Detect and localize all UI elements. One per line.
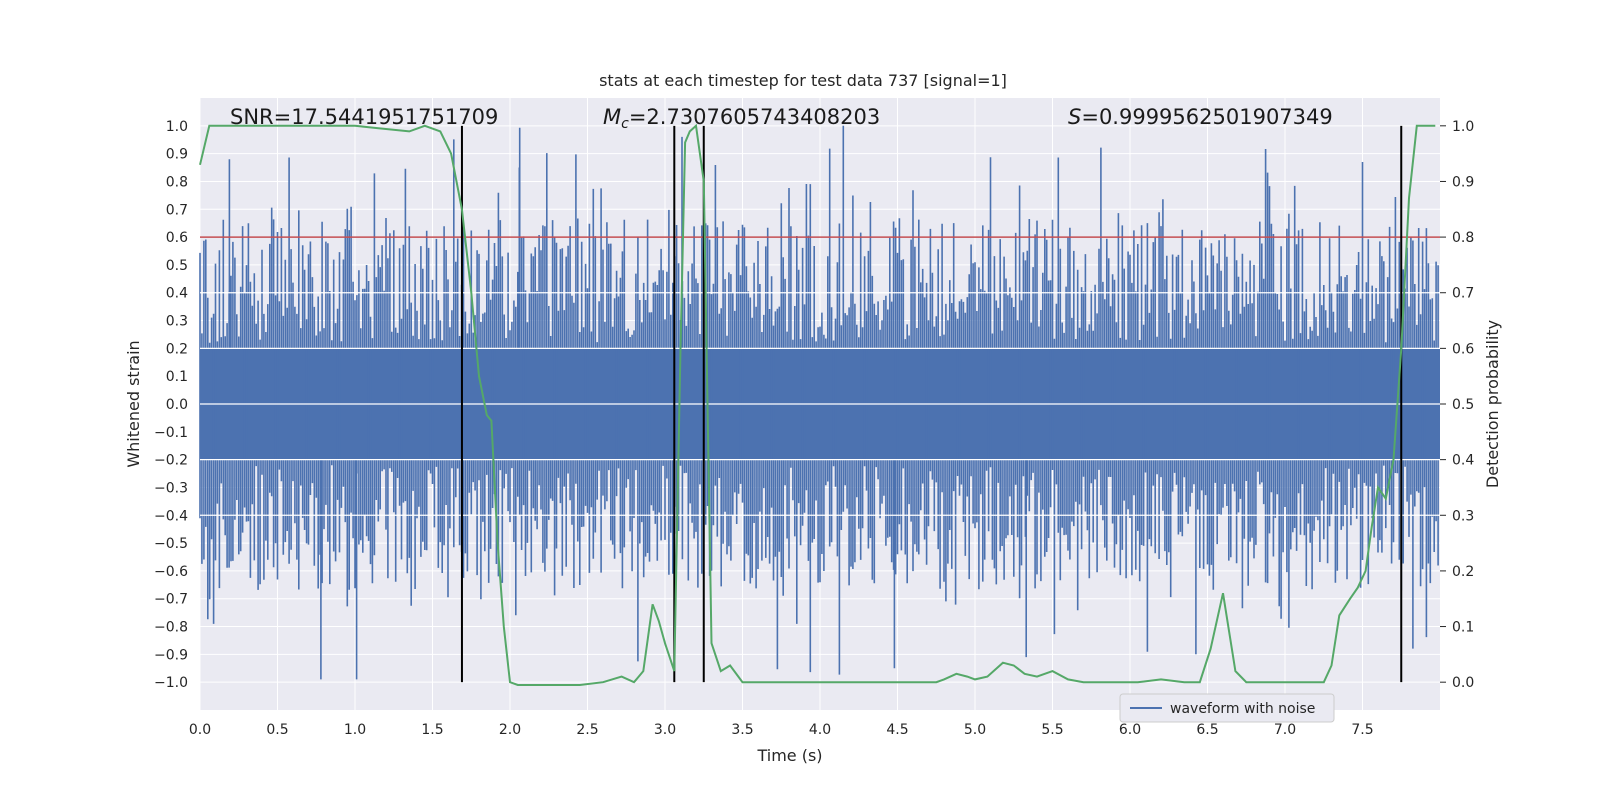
x-tick-label: 1.0 <box>344 722 366 738</box>
y2-tick-label: 0.7 <box>1452 286 1474 302</box>
x-tick-label: 0.5 <box>266 722 288 738</box>
x-axis-ticks: 0.0 0.5 1.0 1.5 2.0 2.5 3.0 3.5 4.0 4.5 5.0 5.5 6.0 6… <box>189 722 1374 738</box>
y-tick-label: −0.9 <box>154 647 188 663</box>
legend-label-waveform: waveform with noise <box>1170 701 1315 717</box>
x-tick-label: 4.0 <box>809 722 831 738</box>
y2-tick-label: 0.6 <box>1452 341 1474 357</box>
y-tick-label: −0.1 <box>154 425 188 441</box>
x-tick-label: 6.5 <box>1196 722 1218 738</box>
y2-tick-label: 0.3 <box>1452 508 1474 524</box>
y-tick-label: −0.2 <box>154 453 188 469</box>
chirp-mass-symbol: M <box>603 105 621 129</box>
x-tick-label: 5.0 <box>964 722 986 738</box>
x-tick-label: 0.0 <box>189 722 211 738</box>
chirp-mass-value: =2.7307605743408203 <box>629 105 880 129</box>
x-tick-label: 3.5 <box>731 722 753 738</box>
y-tick-label: −0.7 <box>154 592 188 608</box>
y2-axis-label: Detection probability <box>1483 320 1502 488</box>
y2-tick-label: 0.0 <box>1452 675 1474 691</box>
y-tick-label: 0.7 <box>166 202 188 218</box>
x-tick-label: 6.0 <box>1119 722 1141 738</box>
y-tick-label: −0.5 <box>154 536 188 552</box>
x-tick-label: 2.0 <box>499 722 521 738</box>
chirp-mass-subscript: c <box>621 116 629 132</box>
detection-score-annotation: S=0.9999562501907349 <box>1068 105 1333 129</box>
snr-annotation: SNR=17.5441951751709 <box>230 105 498 129</box>
score-value: =0.9999562501907349 <box>1081 105 1332 129</box>
y-tick-label: 0.0 <box>166 397 188 413</box>
y-tick-label: 0.8 <box>166 174 188 190</box>
y-tick-label: 0.5 <box>166 258 188 274</box>
y-axis-label: Whitened strain <box>124 340 143 467</box>
y-tick-label: −0.6 <box>154 564 188 580</box>
y-axis-ticks: 1.0 0.9 0.8 0.7 0.6 0.5 0.4 0.3 0.2 0.1 0.0 −0.1 −0.… <box>154 119 188 691</box>
score-symbol: S <box>1068 105 1081 129</box>
y2-tick-label: 0.2 <box>1452 564 1474 580</box>
y-tick-label: −1.0 <box>154 675 188 691</box>
y2-tick-label: 0.1 <box>1452 620 1474 636</box>
y-tick-label: 0.3 <box>166 314 188 330</box>
y2-tick-label: 0.4 <box>1452 453 1474 469</box>
waveform-series <box>199 125 1440 680</box>
y2-tick-label: 0.5 <box>1452 397 1474 413</box>
legend: waveform with noise <box>1119 693 1335 723</box>
y-tick-label: 0.1 <box>166 369 188 385</box>
x-tick-label: 3.0 <box>654 722 676 738</box>
y-tick-label: −0.3 <box>154 480 188 496</box>
y-tick-label: −0.4 <box>154 508 188 524</box>
x-tick-label: 7.0 <box>1274 722 1296 738</box>
y-tick-label: 0.9 <box>166 147 188 163</box>
chirp-mass-annotation: Mc=2.7307605743408203 <box>603 105 880 132</box>
detection-probability-line <box>199 123 1436 686</box>
y-tick-label: −0.8 <box>154 620 188 636</box>
y-tick-label: 0.2 <box>166 341 188 357</box>
x-tick-label: 2.5 <box>576 722 598 738</box>
x-tick-label: 4.5 <box>886 722 908 738</box>
y2-tick-label: 0.8 <box>1452 230 1474 246</box>
x-tick-label: 1.5 <box>421 722 443 738</box>
y-tick-label: 0.6 <box>166 230 188 246</box>
y2-tick-label: 0.9 <box>1452 174 1474 190</box>
chart-title: stats at each timestep for test data 737… <box>599 71 1007 90</box>
x-axis-label: Time (s) <box>756 746 822 765</box>
y-tick-label: 1.0 <box>166 119 188 135</box>
x-tick-label: 7.5 <box>1351 722 1373 738</box>
y2-axis-ticks: 1.0 0.9 0.8 0.7 0.6 0.5 0.4 0.3 0.2 0.1 0.0 <box>1440 119 1474 691</box>
legend-box <box>1119 693 1335 723</box>
y2-tick-label: 1.0 <box>1452 119 1474 135</box>
x-tick-label: 5.5 <box>1041 722 1063 738</box>
y-tick-label: 0.4 <box>166 286 188 302</box>
